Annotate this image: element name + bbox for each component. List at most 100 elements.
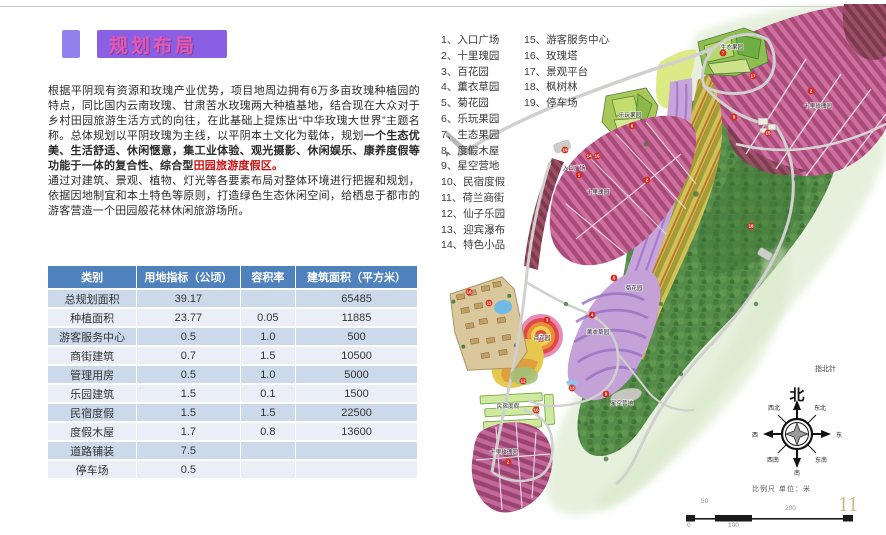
map-area-label: 菊花园 — [626, 284, 643, 292]
rose-parcels-bottom — [471, 422, 553, 513]
legend-item: 18、枫树林 — [524, 81, 578, 94]
table-row: 度假木屋 1.7 0.8 13600 — [48, 422, 418, 442]
pale-slope-wash — [595, 244, 789, 510]
table-row: 民宿度假 1.5 1.5 22500 — [48, 403, 418, 423]
legend-item: 1、入口广场 — [441, 34, 500, 46]
table-row: 乐园建筑 1.5 0.1 1500 — [48, 384, 418, 404]
svg-text:13: 13 — [569, 386, 575, 391]
map-legend-column-1: 1、入口广场 2、十里瑰园 3、百花园 4、薰衣草园 5、菊花园 6、乐玩果园 7、生态果园… — [441, 33, 505, 254]
table-row: 游客服务中心 0.5 1.0 500 — [48, 327, 418, 347]
table-cell: 1500 — [295, 384, 418, 404]
legend-item: 5、菊花园 — [441, 97, 489, 110]
legend-item: 8、度假木屋 — [441, 144, 500, 157]
site-plan-svg: 生态果园十里玫瑰园乐玩果园十里瑰园入口广场薰衣草园菊花园百花园星空营地民宿度假十… — [443, 4, 886, 515]
scale-tick: 0 — [687, 522, 691, 529]
scale-tick: 200 — [785, 505, 796, 512]
map-labels: 生态果园十里玫瑰园乐玩果园十里瑰园入口广场薰衣草园菊花园百花园星空营地民宿度假十… — [489, 42, 833, 456]
legend-item: 7、生态果园 — [441, 128, 500, 141]
svg-text:17: 17 — [750, 74, 756, 79]
rose-parcel-lines — [745, 58, 886, 180]
legend-item: 12、仙子乐园 — [441, 207, 506, 220]
table-cell: 1.5 — [240, 346, 297, 366]
table-cell: 0.5 — [136, 365, 241, 385]
svg-text:14: 14 — [586, 154, 592, 159]
map-legend-column-2: 15、游客服务中心 16、玫瑰塔 17、景观平台 18、枫树林 19、停车场 — [524, 33, 609, 112]
table-cell — [240, 441, 297, 461]
table-row: 道路铺装 7.5 — [48, 441, 418, 461]
visitor-center-buildings — [757, 117, 777, 134]
table-cell: 7.5 — [136, 441, 241, 461]
map-area-label: 十里玫瑰园 — [804, 102, 832, 110]
map-number-marker: 6 — [628, 122, 636, 130]
compass-north-label: 北 — [789, 387, 804, 404]
table-row: 管理用房 0.5 1.0 5000 — [48, 365, 418, 385]
scale-bar-graphic — [686, 515, 853, 522]
svg-text:1: 1 — [578, 173, 581, 178]
svg-text:6: 6 — [631, 124, 634, 129]
paragraph-1-red: 田园旅游度假区。 — [193, 160, 284, 172]
table-cell: 总规划面积 — [48, 289, 138, 309]
star-camp-pad — [610, 388, 642, 404]
map-number-marker: 5 — [610, 274, 618, 282]
land-use-table: 类别 用地指标（公顷） 容积率 建筑面积（平方米） 总规划面积 39.17 65485 种植… — [48, 266, 418, 480]
legend-item: 4、薰衣草园 — [441, 81, 500, 94]
paragraph-1-normal: 根据平阴现有资源和玫瑰产业优势，项目地周边拥有6万多亩玫瑰种植园的特点，同比国内… — [48, 85, 420, 142]
svg-text:19: 19 — [562, 148, 568, 153]
legend-item: 3、百花园 — [441, 65, 489, 78]
compass-rose: 指北针 北 西北 东北 西 东 西南 东南 南 — [752, 364, 842, 477]
svg-text:8: 8 — [733, 115, 736, 120]
table-cell: 1.0 — [240, 327, 297, 347]
legend-item: 6、乐玩果园 — [441, 112, 500, 125]
map-number-marker: 16 — [465, 288, 473, 296]
svg-text:2: 2 — [507, 460, 510, 465]
table-cell: 13600 — [295, 422, 418, 442]
table-cell: 5000 — [295, 365, 418, 385]
rose-field-dark-lower — [727, 124, 808, 175]
svg-text:7: 7 — [722, 51, 725, 56]
table-cell — [295, 441, 418, 461]
map-number-marker: 12 — [519, 377, 527, 385]
svg-text:9: 9 — [605, 392, 608, 397]
table-cell: 游客服务中心 — [48, 327, 138, 347]
table-cell: 乐园建筑 — [48, 384, 138, 404]
legend-item: 2、十里瑰园 — [441, 49, 500, 62]
map-area-label: 十里玫瑰园 — [490, 448, 518, 456]
map-number-marker: 2 — [504, 458, 512, 466]
legend-item: 9、星空营地 — [441, 160, 500, 173]
svg-text:11: 11 — [487, 301, 492, 306]
scale-bar: 50 200 0 100 — [686, 496, 856, 530]
svg-text:16: 16 — [466, 290, 472, 295]
map-number-marker: 15 — [764, 129, 772, 137]
compass-ne-label: 东北 — [814, 404, 826, 412]
table-cell: 0.1 — [240, 384, 297, 404]
scale-tick: 100 — [728, 522, 739, 529]
map-number-marker: 13 — [568, 384, 576, 392]
table-header-cell: 用地指标（公顷） — [136, 266, 241, 290]
legend-item: 13、迎宾瀑布 — [441, 223, 506, 236]
central-parcel-lines — [565, 121, 697, 255]
page-number: 11 — [838, 492, 859, 516]
legend-item: 10、民宿度假 — [441, 176, 506, 189]
table-cell: 11885 — [295, 308, 418, 328]
svg-text:12: 12 — [520, 379, 526, 384]
title-accent-tab — [62, 30, 80, 58]
entrance-arrow — [443, 130, 476, 156]
map-number-marker: 1 — [575, 171, 583, 179]
table-cell: 停车场 — [48, 460, 138, 480]
fairy-park-clearing — [510, 367, 538, 385]
table-cell — [240, 460, 297, 480]
table-cell: 商街建筑 — [48, 346, 138, 366]
map-number-marker: 7 — [719, 49, 727, 57]
svg-text:2: 2 — [810, 89, 813, 94]
compass-title: 指北针 — [815, 364, 836, 373]
table-cell: 度假木屋 — [48, 422, 138, 442]
table-cell: 0.05 — [240, 308, 297, 328]
page-title: 规划布局 — [97, 30, 228, 58]
map-area-label: 薰衣草园 — [587, 328, 610, 336]
table-header-row: 类别 用地指标（公顷） 容积率 建筑面积（平方米） — [48, 266, 418, 290]
compass-se-label: 东南 — [815, 456, 827, 464]
map-area-label: 民宿度假 — [497, 402, 520, 410]
compass-w-label: 西 — [752, 432, 758, 439]
map-number-marker: 9 — [602, 390, 610, 398]
